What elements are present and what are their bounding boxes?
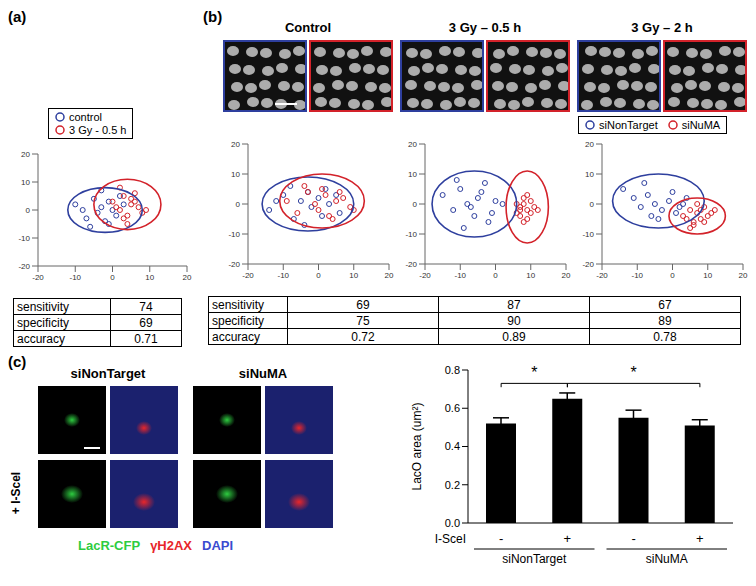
svg-text:0: 0 — [493, 271, 498, 280]
html-text:(b): (b) — [203, 8, 223, 25]
svg-text:10: 10 — [585, 170, 594, 179]
svg-text:0.0: 0.0 — [445, 517, 460, 529]
svg-text:0.6: 0.6 — [445, 402, 460, 414]
html-text:0.89: 0.89 — [502, 329, 526, 344]
svg-text:-20: -20 — [419, 271, 431, 280]
svg-text:-20: -20 — [596, 271, 608, 280]
html-text:+ I-SceI: + I-SceI — [9, 471, 23, 515]
svg-text:-10: -10 — [405, 230, 417, 239]
svg-text:0.4: 0.4 — [445, 440, 460, 452]
svg-text:-10: -10 — [18, 234, 30, 243]
svg-text:-10: -10 — [454, 271, 466, 280]
svg-text:siNuMA: siNuMA — [646, 552, 688, 566]
html-text:69: 69 — [139, 315, 153, 330]
svg-text:20: 20 — [562, 271, 571, 280]
html-text:LacR-CFP: LacR-CFP — [78, 538, 141, 553]
svg-text:+: + — [696, 531, 704, 546]
svg-text:20: 20 — [385, 271, 394, 280]
svg-text:-: - — [499, 531, 503, 546]
html-text:89: 89 — [658, 313, 672, 328]
html-text:Control: Control — [284, 20, 332, 35]
svg-text:10: 10 — [408, 170, 417, 179]
svg-text:10: 10 — [526, 271, 535, 280]
svg-text:20: 20 — [408, 140, 417, 149]
html-text:siNuMA: siNuMA — [238, 366, 288, 381]
html-text:siNonTarget: siNonTarget — [70, 366, 146, 381]
html-text:γH2AX: γH2AX — [150, 538, 192, 553]
html-text:3 Gy – 0.5 h: 3 Gy – 0.5 h — [448, 20, 522, 35]
html-text:sensitivity: sensitivity — [212, 297, 264, 312]
html-text:control: control — [69, 111, 102, 123]
svg-text:-20: -20 — [242, 271, 254, 280]
svg-text:-20: -20 — [18, 262, 30, 271]
html-text:specificity: specificity — [17, 315, 69, 330]
svg-text:10: 10 — [349, 271, 358, 280]
html-text:siNuMA: siNuMA — [681, 119, 721, 131]
svg-text:-20: -20 — [228, 260, 240, 269]
svg-text:10: 10 — [21, 178, 30, 187]
svg-text:20: 20 — [585, 140, 594, 149]
html-text:74: 74 — [139, 299, 153, 314]
html-text:specificity: specificity — [212, 313, 264, 328]
html-text:3 Gy – 2 h: 3 Gy – 2 h — [631, 20, 693, 35]
svg-text:-10: -10 — [228, 230, 240, 239]
html-text:accuracy: accuracy — [17, 331, 65, 346]
html-text:0.71: 0.71 — [134, 331, 158, 346]
html-text:sensitivity: sensitivity — [17, 299, 69, 314]
svg-text:20: 20 — [21, 150, 30, 159]
svg-text:I-SceI: I-SceI — [435, 532, 466, 546]
html-text:0.78: 0.78 — [653, 329, 677, 344]
svg-text:0: 0 — [316, 271, 321, 280]
svg-text:-20: -20 — [32, 273, 44, 282]
svg-text:0: 0 — [110, 273, 115, 282]
svg-text:0: 0 — [236, 200, 241, 209]
html-text:siNonTarget: siNonTarget — [599, 119, 658, 131]
svg-text:*: * — [531, 364, 537, 381]
html-text:accuracy: accuracy — [212, 329, 260, 344]
svg-text:siNonTarget: siNonTarget — [502, 552, 567, 566]
html-text:87: 87 — [507, 297, 521, 312]
svg-text:10: 10 — [145, 273, 154, 282]
html-text:0.72: 0.72 — [351, 329, 375, 344]
svg-text:-10: -10 — [277, 271, 289, 280]
svg-text:0: 0 — [670, 271, 675, 280]
svg-text:-: - — [631, 531, 635, 546]
svg-text:+: + — [564, 531, 572, 546]
html-text:69: 69 — [356, 297, 370, 312]
svg-text:-20: -20 — [582, 260, 594, 269]
svg-text:0.2: 0.2 — [445, 479, 460, 491]
svg-text:20: 20 — [739, 271, 748, 280]
html-text:(c): (c) — [8, 353, 27, 370]
svg-text:-10: -10 — [69, 273, 81, 282]
svg-text:0: 0 — [590, 200, 595, 209]
svg-text:20: 20 — [183, 273, 192, 282]
html-text:DAPI: DAPI — [202, 538, 234, 553]
html-text:90: 90 — [507, 313, 521, 328]
html-text:3 Gy - 0.5 h: 3 Gy - 0.5 h — [69, 124, 127, 136]
svg-text:-10: -10 — [631, 271, 643, 280]
svg-text:-20: -20 — [405, 260, 417, 269]
svg-text:10: 10 — [231, 170, 240, 179]
svg-text:20: 20 — [231, 140, 240, 149]
svg-text:*: * — [631, 364, 637, 381]
svg-text:0: 0 — [413, 200, 418, 209]
svg-text:0.8: 0.8 — [445, 364, 460, 376]
html-text:75: 75 — [356, 313, 370, 328]
svg-text:10: 10 — [703, 271, 712, 280]
html-text:67: 67 — [658, 297, 672, 312]
svg-text:-10: -10 — [582, 230, 594, 239]
svg-text:LacO area (um²): LacO area (um²) — [410, 402, 424, 490]
html-text:(a): (a) — [8, 8, 27, 25]
svg-text:0: 0 — [26, 206, 31, 215]
